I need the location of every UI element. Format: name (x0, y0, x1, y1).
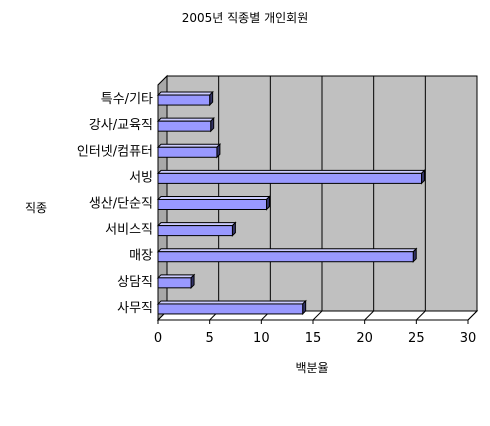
y-tick-label: 생산/단순직 (89, 197, 153, 212)
y-tick-label: 서빙 (129, 170, 153, 185)
y-axis-title: 직종 (25, 201, 47, 215)
x-tick-label: 20 (356, 331, 373, 346)
bar (156, 90, 214, 107)
bar-face (157, 120, 212, 132)
bar (156, 273, 196, 290)
chart-title: 2005년 직종별 개인회원 (182, 11, 309, 25)
bar (156, 143, 222, 159)
x-tick-label: 0 (154, 331, 162, 346)
bars (156, 90, 426, 316)
bar-face (157, 277, 192, 289)
y-tick-label: 서비스직 (105, 223, 153, 238)
y-tick-label: 강사/교육직 (89, 118, 153, 133)
x-tick-label: 10 (253, 331, 270, 346)
bar-face (157, 146, 218, 158)
x-gridline-floor (415, 310, 426, 321)
bar-face (157, 199, 267, 210)
x-tick-label: 5 (206, 331, 214, 346)
bar (156, 195, 271, 211)
bar (156, 299, 307, 316)
bar-face (157, 172, 422, 184)
x-tick-label: 25 (408, 331, 425, 346)
bar-face (157, 94, 211, 106)
bar-face (157, 303, 304, 315)
x-axis-title: 백분율 (295, 361, 328, 375)
bar (156, 116, 215, 133)
y-tick-label: 사무직 (117, 301, 153, 316)
y-tick-label: 상담직 (117, 275, 153, 290)
bar (156, 221, 237, 237)
axes: 0 5 10 15 20 25 30 사무직 상담직 매장 서비스직 생산/단순직 서빙 인터넷/컴퓨터 강… (77, 85, 476, 346)
bar-face (157, 251, 414, 263)
y-tick-label: 매장 (129, 249, 153, 264)
x-gridline-floor (364, 310, 375, 321)
y-tick-label: 인터넷/컴퓨터 (77, 144, 153, 159)
y-tick-label: 특수/기타 (101, 92, 153, 107)
bar-face (157, 225, 233, 237)
x-tick-label: 30 (460, 331, 477, 346)
x-tick-label: 15 (305, 331, 322, 346)
bar (156, 169, 426, 185)
bar (156, 247, 418, 263)
x-gridline-floor (467, 310, 478, 321)
x-gridline-floor (312, 310, 323, 321)
